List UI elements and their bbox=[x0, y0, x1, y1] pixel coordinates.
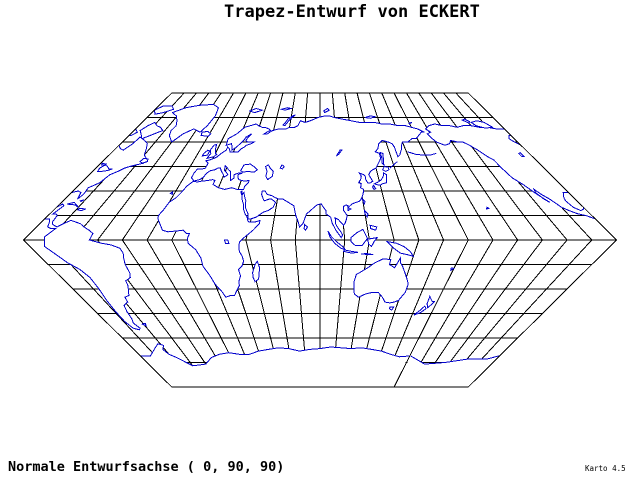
coastline-iceland bbox=[576, 130, 594, 137]
coastline-lake-winnipeg bbox=[95, 151, 106, 158]
coastline-victoria-island bbox=[112, 120, 129, 129]
coastline-sri-lanka bbox=[303, 223, 309, 232]
coastline-cuba bbox=[587, 201, 606, 208]
coastline-antarctica-fill bbox=[395, 343, 617, 387]
coastline-hainan bbox=[347, 206, 352, 212]
coastline-hawaii bbox=[485, 206, 491, 210]
coastline-lake-baikal bbox=[336, 149, 343, 157]
coastline-severnaya-zemlya bbox=[323, 107, 331, 114]
coastline-eurasia-africa bbox=[609, 115, 617, 298]
coastline-hispaniola bbox=[606, 207, 617, 212]
coastline-americas bbox=[424, 123, 617, 331]
coastline-ireland bbox=[620, 150, 630, 156]
coastline-hokkaido bbox=[382, 165, 390, 172]
coastline-antarctica-coast bbox=[51, 343, 409, 367]
coastline-novaya-zemlya bbox=[635, 115, 640, 126]
coastline-greenland bbox=[507, 103, 578, 144]
coastline-falklands bbox=[140, 322, 147, 327]
coastline-madagascar bbox=[252, 260, 261, 283]
coastline-lake-victoria bbox=[223, 239, 230, 244]
coastline-eurasia-africa bbox=[23, 115, 50, 298]
coastline-java bbox=[343, 249, 358, 254]
coastline-americas bbox=[32, 123, 148, 331]
coastline-wrangel bbox=[408, 121, 413, 125]
coastline-honshu bbox=[373, 172, 388, 186]
coastline-britain bbox=[615, 143, 617, 159]
coastline-newfoundland bbox=[570, 157, 583, 164]
coastline-fiji bbox=[450, 267, 456, 272]
map-border bbox=[22, 92, 618, 388]
coastline-victoria-island bbox=[470, 120, 495, 129]
coastline-franz-josef-land bbox=[279, 107, 293, 111]
coastline-greenland bbox=[168, 103, 220, 143]
coastline-cuba bbox=[66, 201, 79, 208]
coastline-antarctica-fill bbox=[51, 343, 409, 387]
map-title: Trapez-Entwurf von ECKERT bbox=[224, 2, 480, 22]
projection-axis-label: Normale Entwurfsachse ( 0, 90, 90) bbox=[8, 459, 285, 475]
coastline-kyushu bbox=[372, 184, 377, 191]
coastline-bahamas bbox=[592, 199, 598, 203]
coastline-black-sea bbox=[240, 163, 259, 173]
coastline-iceland bbox=[200, 130, 212, 137]
coastline-aleutians bbox=[407, 151, 437, 156]
coastline-baffin bbox=[139, 121, 164, 140]
coastline-banks-island bbox=[110, 118, 116, 124]
coastline-luzon bbox=[363, 209, 369, 219]
coastline-banks-island bbox=[461, 118, 471, 124]
coastline-sakhalin bbox=[379, 151, 385, 167]
coastline-great-lakes bbox=[546, 164, 564, 172]
coastline-aleutians bbox=[0, 152, 18, 155]
coastline-bahamas bbox=[79, 199, 85, 203]
coastline-new-siberian-is bbox=[23, 115, 32, 119]
coastline-nz-south bbox=[413, 305, 427, 316]
coastline-lesser-sunda bbox=[360, 253, 374, 256]
coastline-falklands bbox=[565, 322, 571, 327]
coastline-ireland bbox=[201, 149, 211, 157]
coastline-britain bbox=[205, 143, 218, 160]
coastline-australia bbox=[353, 256, 409, 304]
coastline-borneo bbox=[350, 228, 369, 247]
coastline-aral-sea bbox=[279, 164, 285, 170]
coastline-mindanao bbox=[369, 224, 378, 231]
coastline-eurasia-africa bbox=[157, 115, 425, 298]
coastline-tasmania bbox=[388, 306, 395, 311]
coastline-hispaniola bbox=[76, 207, 86, 212]
coastline-novaya-zemlya bbox=[282, 114, 296, 127]
coastline-newfoundland bbox=[139, 157, 149, 164]
coastline-canary-is bbox=[169, 190, 174, 196]
coastline-lake-superior bbox=[101, 162, 107, 166]
coastline-new-guinea bbox=[385, 240, 415, 258]
coastline-baffin bbox=[509, 121, 536, 140]
coastline-franz-josef-land bbox=[609, 107, 617, 111]
coastline-wrangel bbox=[49, 121, 57, 125]
software-version-label: Karto 4.5 bbox=[585, 464, 626, 473]
coastline-new-siberian-is bbox=[365, 115, 376, 119]
coastline-taiwan bbox=[361, 197, 366, 206]
coastline-great-lakes bbox=[96, 164, 113, 172]
coastline-caspian-sea bbox=[265, 164, 274, 181]
coastline-svalbard bbox=[581, 107, 595, 114]
coastline-lake-superior bbox=[540, 162, 548, 166]
coastline-sulawesi bbox=[366, 236, 379, 248]
coastline-nz-north bbox=[426, 295, 436, 309]
coastline-svalbard bbox=[248, 107, 264, 114]
coastline-lake-winnipeg bbox=[517, 151, 526, 158]
coastline-kurils bbox=[389, 161, 398, 169]
